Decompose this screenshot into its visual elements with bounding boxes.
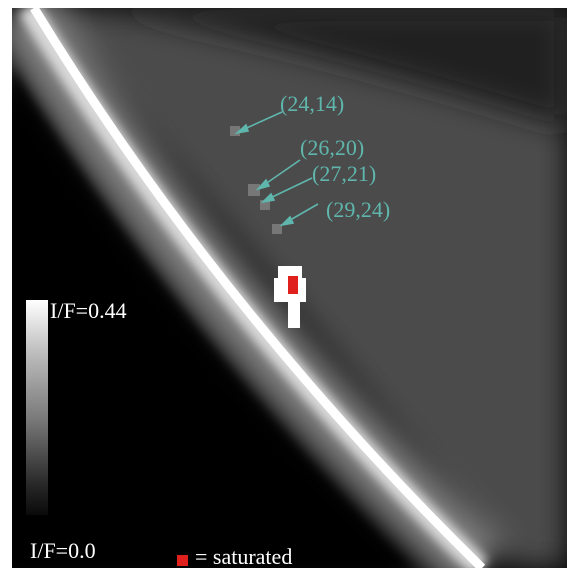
point-label: (27,21) bbox=[312, 163, 376, 185]
point-label: (29,24) bbox=[326, 199, 390, 221]
point-label: (24,14) bbox=[280, 93, 344, 115]
point-label: (26,20) bbox=[300, 137, 364, 159]
legend-label: = saturated bbox=[195, 546, 292, 568]
scale-max-label: I/F=0.44 bbox=[50, 300, 127, 322]
colorbar bbox=[26, 300, 48, 515]
scale-min-label: I/F=0.0 bbox=[30, 540, 96, 562]
red-square-icon bbox=[177, 555, 188, 566]
